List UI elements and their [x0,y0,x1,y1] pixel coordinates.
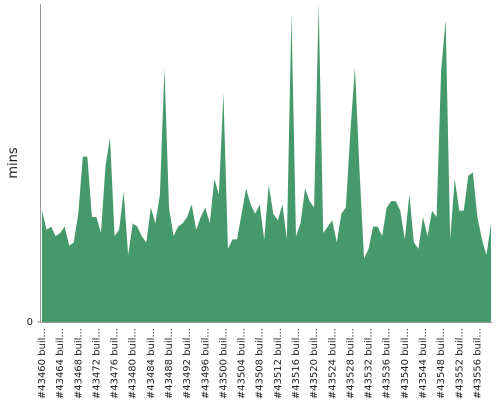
x-tick-label: #43492 buil... [182,328,193,399]
x-tick-label: #43504 buil... [237,328,248,399]
x-tick-label: #43516 buil... [291,328,302,399]
x-tick-label: #43520 buil... [309,328,320,399]
x-tick-label: #43544 buil... [418,328,429,399]
x-tick-label: #43508 buil... [255,328,266,399]
x-tick-label: #43472 buil... [91,328,102,399]
x-tick-label: #43460 buil... [37,328,48,399]
x-tick-label: #43540 buil... [400,328,411,399]
x-tick-label: #43536 buil... [382,328,393,399]
x-tick-label: #43528 buil... [345,328,356,399]
x-tick-label: #43524 buil... [327,328,338,399]
x-tick-label: #43476 buil... [110,328,121,399]
y-axis-label: mins [6,147,21,179]
x-tick-label: #43480 buil... [128,328,139,399]
x-tick-label: #43500 buil... [218,328,229,399]
x-tick-label: #43512 buil... [273,328,284,399]
build-time-area [42,4,491,322]
y-tick-label: 0 [27,317,33,328]
x-tick-label: #43496 buil... [200,328,211,399]
x-tick-label: #43464 buil... [55,328,66,399]
x-tick-label: #43552 buil... [454,328,465,399]
x-tick-label: #43548 buil... [436,328,447,399]
x-tick-label: #43468 buil... [73,328,84,399]
x-tick-label: #43484 buil... [146,328,157,399]
x-tick-label: #43488 buil... [164,328,175,399]
x-tick-label: #43556 buil... [472,328,483,399]
x-tick-label: #43532 buil... [364,328,375,399]
